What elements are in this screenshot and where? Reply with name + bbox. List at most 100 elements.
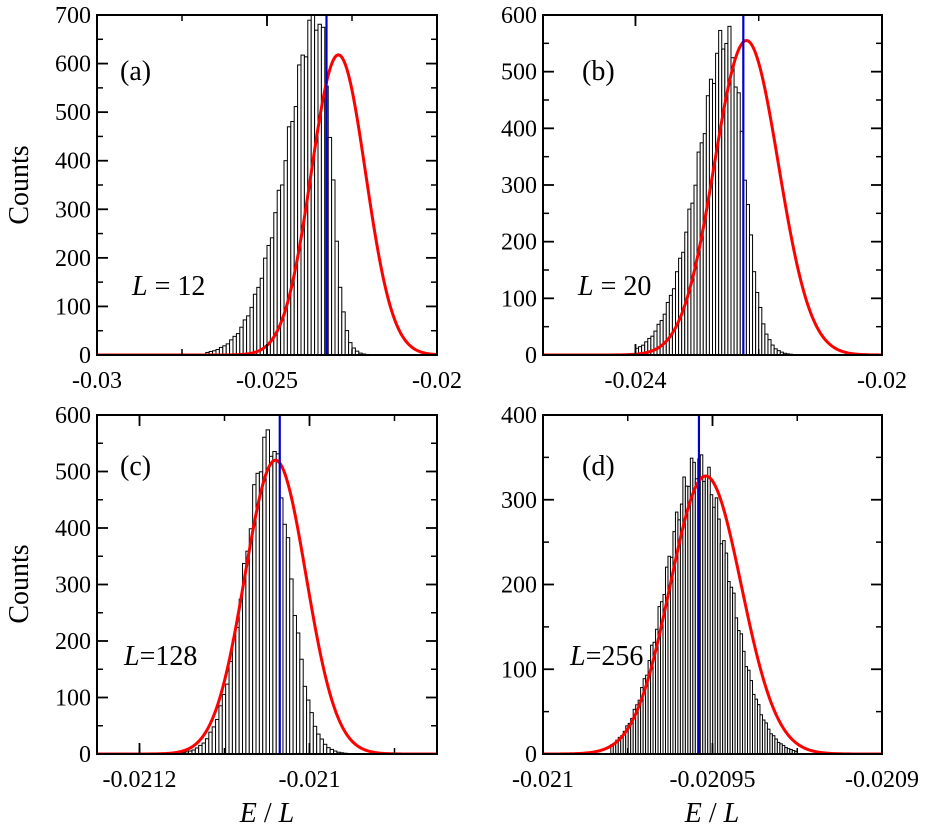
histogram-bar xyxy=(317,23,322,355)
x-tick-label: -0.0209 xyxy=(845,767,919,793)
y-tick-label: 400 xyxy=(55,149,91,175)
y-axis-label: Counts xyxy=(4,544,35,623)
histogram-bar xyxy=(231,638,237,754)
y-tick-label: 600 xyxy=(501,3,537,29)
histogram-bar xyxy=(327,136,333,355)
panel-label: (d) xyxy=(582,451,615,482)
y-tick-label: 100 xyxy=(501,657,537,683)
histogram-bar xyxy=(334,240,339,355)
histogram-bar xyxy=(235,626,240,754)
y-tick-label: 300 xyxy=(501,173,537,199)
histogram-bar xyxy=(245,550,250,754)
histogram-bar xyxy=(331,179,336,355)
y-tick-label: 200 xyxy=(501,573,537,599)
histogram-bar xyxy=(295,632,301,754)
panel-d-plot-area xyxy=(543,415,882,754)
y-axis-label: Counts xyxy=(4,145,35,224)
histogram-bar xyxy=(272,451,277,754)
y-tick-label: 200 xyxy=(55,246,91,272)
histogram-bar xyxy=(208,731,213,754)
y-tick-label: 0 xyxy=(79,343,91,369)
x-tick-label: -0.0212 xyxy=(103,767,177,793)
y-tick-label: 500 xyxy=(501,60,537,86)
x-tick-label: -0.024 xyxy=(604,368,666,394)
system-size-label: L=256 xyxy=(569,641,643,672)
y-tick-label: 100 xyxy=(55,294,91,320)
histogram-bar xyxy=(232,335,237,355)
panel-a-plot-area xyxy=(97,15,437,355)
x-tick-label: -0.02 xyxy=(412,368,462,394)
x-tick-label: -0.03 xyxy=(72,368,122,394)
y-tick-label: 0 xyxy=(79,742,91,768)
histogram-bar xyxy=(322,743,328,754)
histogram-bar xyxy=(341,311,346,355)
histogram-bar xyxy=(221,693,227,754)
x-tick-label: -0.02 xyxy=(857,368,907,394)
panel-label: (b) xyxy=(582,56,615,87)
panel-b-plot-area xyxy=(543,15,882,355)
histogram-bar xyxy=(266,244,271,355)
histogram-bar xyxy=(242,319,248,355)
y-tick-label: 100 xyxy=(501,286,537,312)
panel-a: 0 100 200 300 400 500 600 700 -0.03 -0.025 -0.02 (a… xyxy=(4,3,462,394)
panel-label: (a) xyxy=(120,56,151,87)
histogram-bar xyxy=(225,343,231,355)
histogram-bar xyxy=(263,257,268,355)
histogram-bar xyxy=(310,15,316,355)
y-tick-label: 500 xyxy=(55,100,91,126)
y-tick-label: 700 xyxy=(55,3,91,29)
histogram-bar xyxy=(297,64,302,355)
y-tick-label: 300 xyxy=(55,197,91,223)
system-size-label: L = 20 xyxy=(577,271,651,302)
y-tick-label: 100 xyxy=(55,686,91,712)
histogram-bar xyxy=(201,742,206,754)
y-tick-label: 300 xyxy=(501,488,537,514)
histogram-bar xyxy=(299,658,304,754)
y-tick-label: 600 xyxy=(55,403,91,429)
system-size-label: L = 12 xyxy=(131,271,205,302)
histogram-bar xyxy=(198,744,203,754)
histogram-bar xyxy=(229,339,234,355)
histogram-bar xyxy=(293,106,299,355)
x-tick-label: -0.02095 xyxy=(670,767,756,793)
x-axis-label: E / L xyxy=(684,798,739,829)
histogram-bar xyxy=(256,286,261,355)
histogram-bar xyxy=(282,523,287,754)
histogram-bar xyxy=(265,429,270,754)
histogram-bar xyxy=(309,712,314,754)
histogram-bar xyxy=(238,598,244,754)
histogram-bar xyxy=(215,718,220,754)
histogram-bar xyxy=(337,286,343,355)
histogram-bar xyxy=(218,705,223,754)
panel-c: 0 100 200 300 400 500 600 -0.0212 -0.021 (c) L=128… xyxy=(4,403,438,829)
histogram-bar xyxy=(289,578,294,754)
y-tick-label: 200 xyxy=(55,629,91,655)
panel-b: 0 100 200 300 400 500 600 -0.024 -0.02 (b) L = 20 xyxy=(501,3,907,394)
x-tick-label: -0.021 xyxy=(512,767,574,793)
y-tick-label: 0 xyxy=(525,343,537,369)
histogram-bar xyxy=(228,660,233,754)
histogram-bar xyxy=(316,733,321,754)
histogram-bar xyxy=(246,315,251,355)
y-tick-label: 400 xyxy=(501,403,537,429)
histogram-bar xyxy=(300,54,305,355)
histogram-bar xyxy=(268,455,274,754)
y-tick-label: 200 xyxy=(501,230,537,256)
histogram-bar xyxy=(211,726,217,754)
panel-label: (c) xyxy=(120,451,151,482)
histogram-bar xyxy=(302,685,308,754)
histogram-bar xyxy=(314,29,319,355)
histogram-bar xyxy=(285,537,291,754)
y-tick-label: 300 xyxy=(55,573,91,599)
histogram-bar xyxy=(225,683,230,754)
y-tick-label: 400 xyxy=(501,116,537,142)
histogram-bar xyxy=(204,738,210,754)
histogram-bar xyxy=(312,725,318,754)
system-size-label: L=128 xyxy=(123,641,197,672)
histogram-bar xyxy=(258,471,264,754)
histogram-bar xyxy=(248,528,254,754)
y-tick-label: 400 xyxy=(55,516,91,542)
histogram-bar xyxy=(252,293,258,355)
y-tick-label: 600 xyxy=(55,52,91,78)
histogram-bar xyxy=(259,277,265,355)
